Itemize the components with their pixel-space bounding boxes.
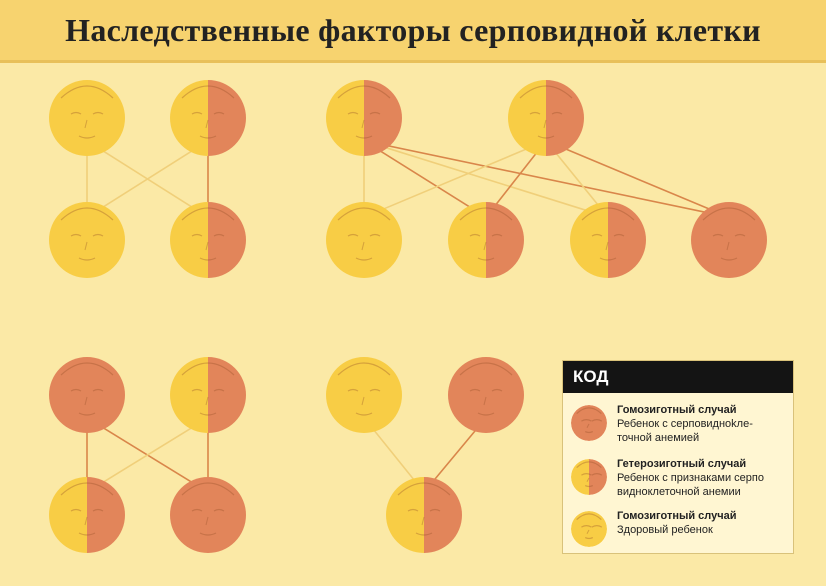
legend-item-title: Гомозиготный случай <box>617 510 737 522</box>
family-4-parent-healthy-face <box>326 357 402 433</box>
legend: КОД Гомозиготный случай Ребенок с серпов… <box>562 360 794 554</box>
legend-item-desc: видноклеточной анемии <box>617 486 741 498</box>
family-1-child-carrier-face <box>170 202 246 278</box>
healthy-face-icon <box>571 511 607 547</box>
legend-item-desc: Здоровый ребенок <box>617 524 713 536</box>
family-2-child-sick-face <box>691 202 767 278</box>
family-3-child-carrier-face <box>49 477 125 553</box>
legend-item-heterozygous: Гетерозиготный случай Ребенок с признака… <box>563 453 793 503</box>
legend-item-desc: Ребенок с серповидноkле- <box>617 418 753 430</box>
page-title: Наследственные факторы серповидной клетк… <box>0 0 826 63</box>
inheritance-line <box>545 140 730 218</box>
inheritance-line <box>86 140 209 218</box>
family-1-parent-carrier-face <box>170 80 246 156</box>
inheritance-line <box>86 417 209 493</box>
legend-swatch-healthy-face <box>571 511 607 547</box>
family-1-child-healthy-face <box>49 202 125 278</box>
carrier-face-icon <box>571 459 607 495</box>
legend-item-homozygous-healthy: Гомозиготный случай Здоровый ребенок <box>563 505 793 555</box>
family-members <box>49 80 767 553</box>
inheritance-line <box>363 140 730 218</box>
family-4-parent-sick-face <box>448 357 524 433</box>
legend-item-desc: точной анемией <box>617 432 700 444</box>
family-2-child-carrier-face <box>570 202 646 278</box>
family-1-parent-healthy-face <box>49 80 125 156</box>
family-3-parent-sick-face <box>49 357 125 433</box>
family-4-child-carrier-face <box>386 477 462 553</box>
family-2-child-carrier-face <box>448 202 524 278</box>
inheritance-line <box>363 140 609 218</box>
sick-face-icon <box>571 405 607 441</box>
family-2-parent-carrier-face <box>326 80 402 156</box>
family-2-child-healthy-face <box>326 202 402 278</box>
legend-header: КОД <box>563 361 793 393</box>
family-3-parent-carrier-face <box>170 357 246 433</box>
legend-item-title: Гетерозиготный случай <box>617 458 747 470</box>
legend-swatch-carrier-face <box>571 459 607 495</box>
family-3-child-sick-face <box>170 477 246 553</box>
inheritance-line <box>363 140 547 218</box>
legend-item-title: Гомозиготный случай <box>617 404 737 416</box>
legend-swatch-sick-face <box>571 405 607 441</box>
inheritance-line <box>363 140 487 218</box>
family-2-parent-carrier-face <box>508 80 584 156</box>
legend-item-homozygous-sick: Гомозиготный случай Ребенок с серповидно… <box>563 399 793 449</box>
legend-item-desc: Ребенок с признаками серпо <box>617 472 764 484</box>
